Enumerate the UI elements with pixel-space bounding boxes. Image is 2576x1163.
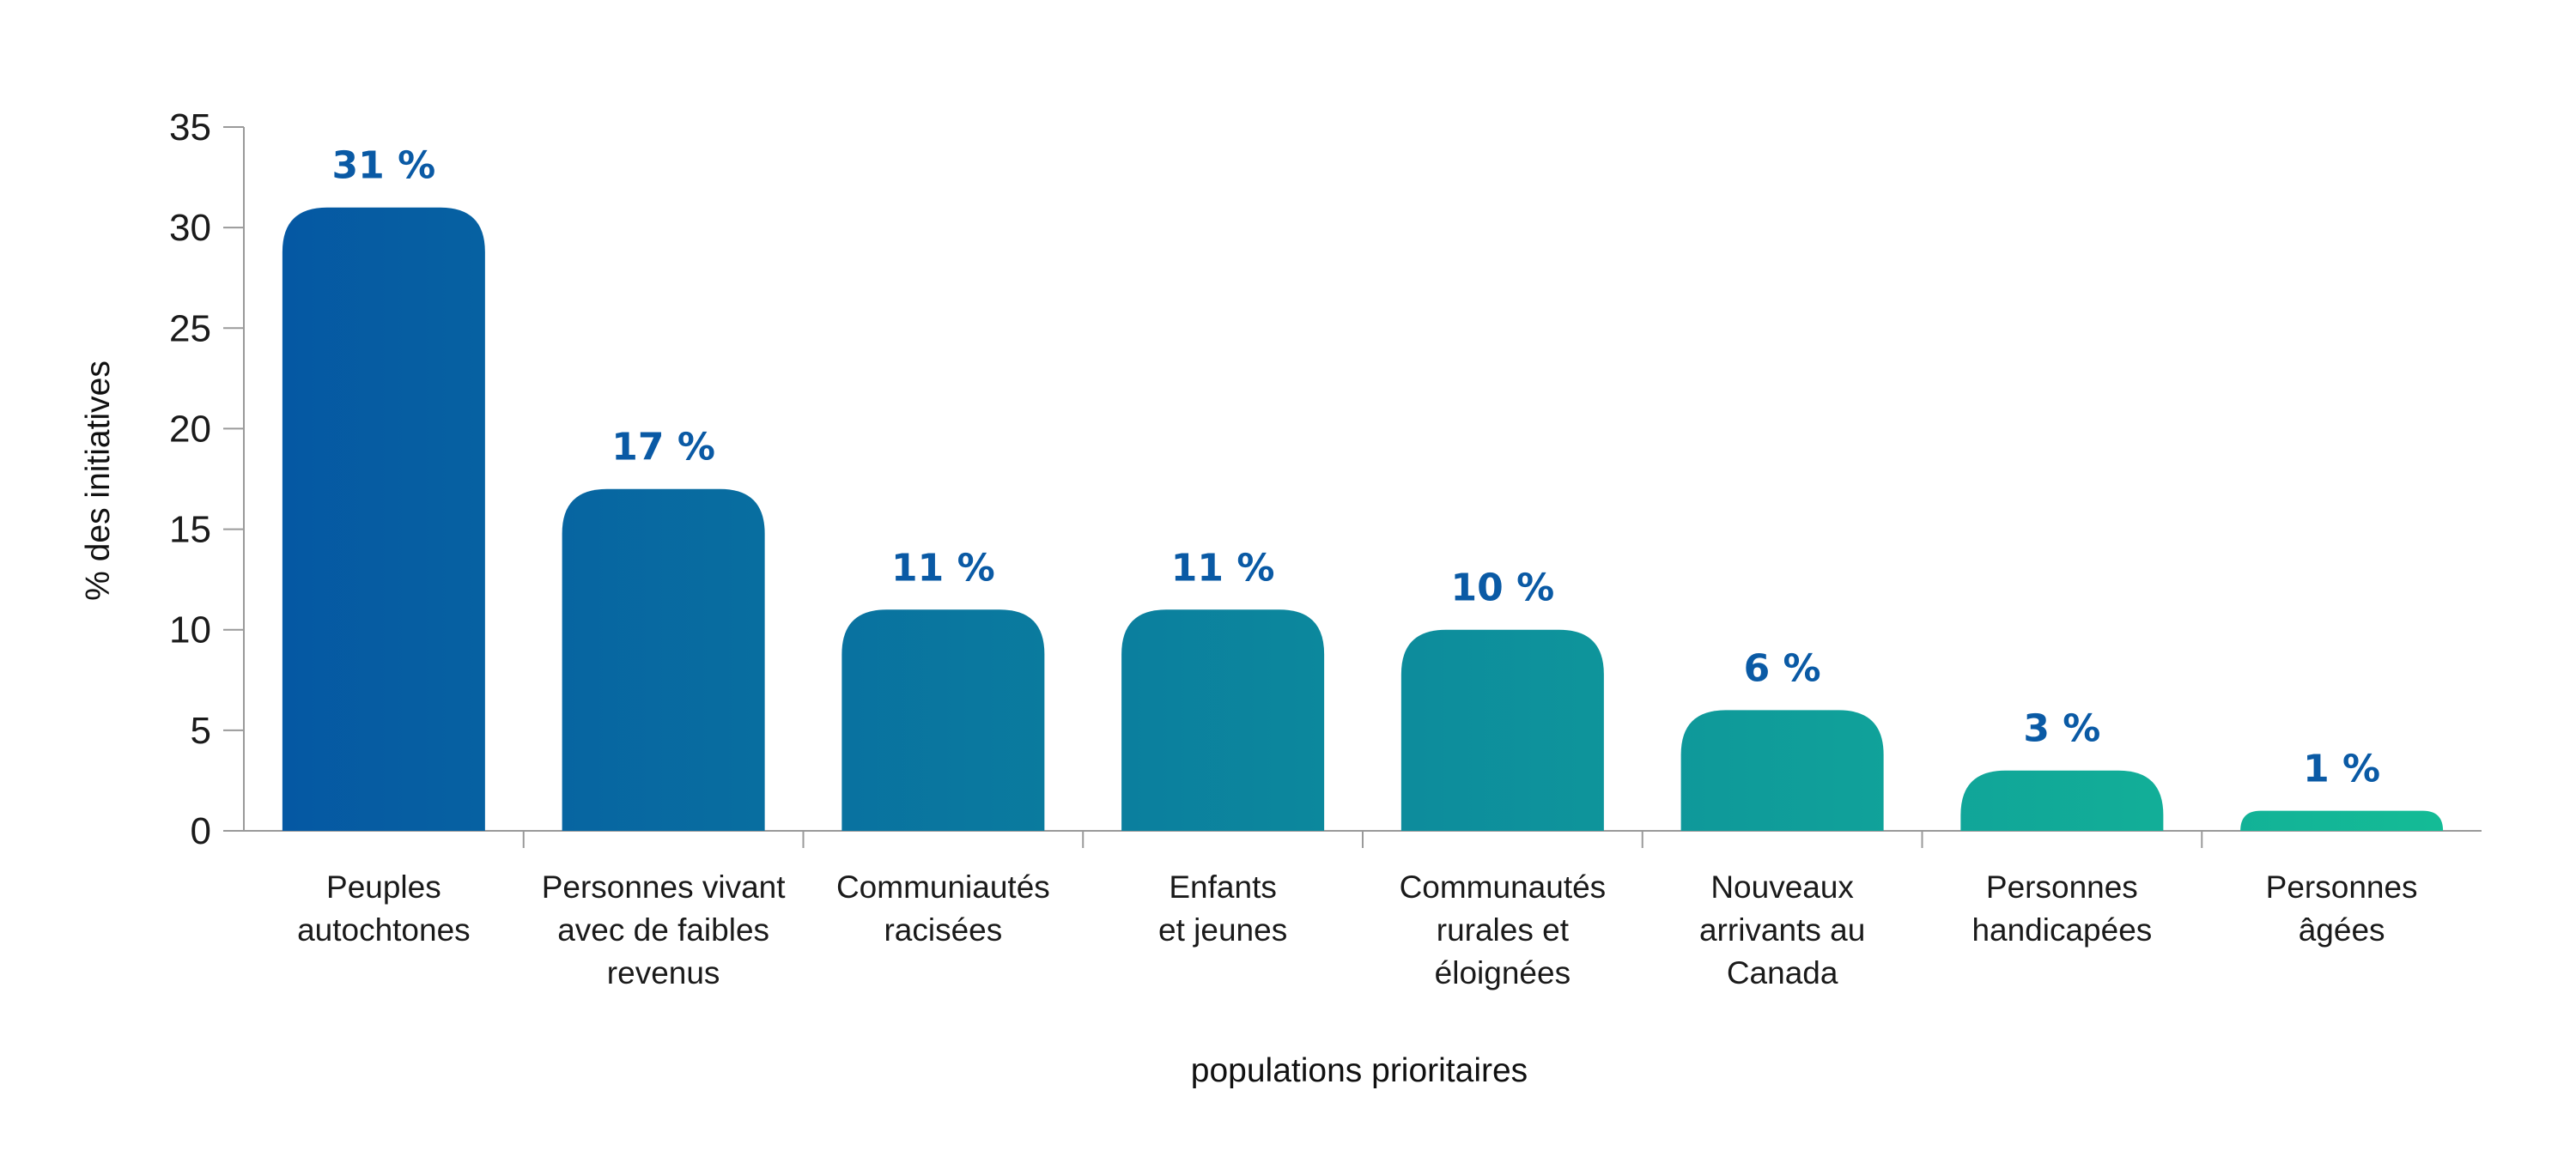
value-label: 6 % xyxy=(1744,646,1821,690)
labels: 31 % Peuples autochtones 17 % Personnes viva… xyxy=(297,144,2418,990)
value-label: 11 % xyxy=(1171,546,1275,590)
category-label: âgées xyxy=(2299,912,2385,948)
category-label: rurales et xyxy=(1437,912,1570,948)
y-tick-label: 30 xyxy=(169,207,211,249)
value-label: 17 % xyxy=(611,426,715,469)
value-label: 3 % xyxy=(2023,707,2100,751)
y-tick-label: 5 xyxy=(191,710,211,752)
x-axis-title: populations prioritaires xyxy=(1191,1052,1528,1089)
value-label: 1 % xyxy=(2303,748,2380,791)
bar xyxy=(1960,770,2164,831)
category-label: autochtones xyxy=(297,912,471,948)
category-label: revenus xyxy=(607,955,720,990)
y-tick-label: 0 xyxy=(191,810,211,852)
category-label: Enfants xyxy=(1169,869,1276,905)
value-label: 31 % xyxy=(332,144,436,188)
bar xyxy=(1680,710,1884,831)
category-label: Personnes vivant xyxy=(542,869,787,905)
value-label: 11 % xyxy=(891,546,995,590)
y-tick-label: 20 xyxy=(169,408,211,450)
axes: 0 5 10 15 20 25 30 35 xyxy=(169,106,2482,852)
bar xyxy=(562,488,765,831)
bars xyxy=(282,207,2444,831)
category-label: handicapées xyxy=(1971,912,2152,948)
category-label: Communautés xyxy=(1400,869,1607,905)
bar xyxy=(1121,609,1325,831)
category-label: Nouveaux xyxy=(1710,869,1854,905)
bar xyxy=(841,609,1045,831)
bar xyxy=(2240,810,2444,831)
y-tick-label: 15 xyxy=(169,509,211,551)
category-label: racisées xyxy=(884,912,1002,948)
bar xyxy=(1400,629,1604,831)
y-axis-title: % des initiatives xyxy=(80,360,117,601)
category-label: arrivants au xyxy=(1699,912,1865,948)
category-label: Peuples xyxy=(326,869,441,905)
y-tick-label: 35 xyxy=(169,106,211,148)
category-label: Canada xyxy=(1727,955,1838,990)
category-label: Communiautés xyxy=(836,869,1050,905)
category-label: éloignées xyxy=(1435,955,1571,990)
category-label: Personnes xyxy=(1986,869,2138,905)
bar xyxy=(282,207,485,831)
category-label: Personnes xyxy=(2266,869,2418,905)
y-tick-label: 25 xyxy=(169,307,211,349)
value-label: 10 % xyxy=(1451,566,1555,610)
y-tick-label: 10 xyxy=(169,609,211,651)
category-label: et jeunes xyxy=(1158,912,1287,948)
category-label: avec de faibles xyxy=(557,912,769,948)
